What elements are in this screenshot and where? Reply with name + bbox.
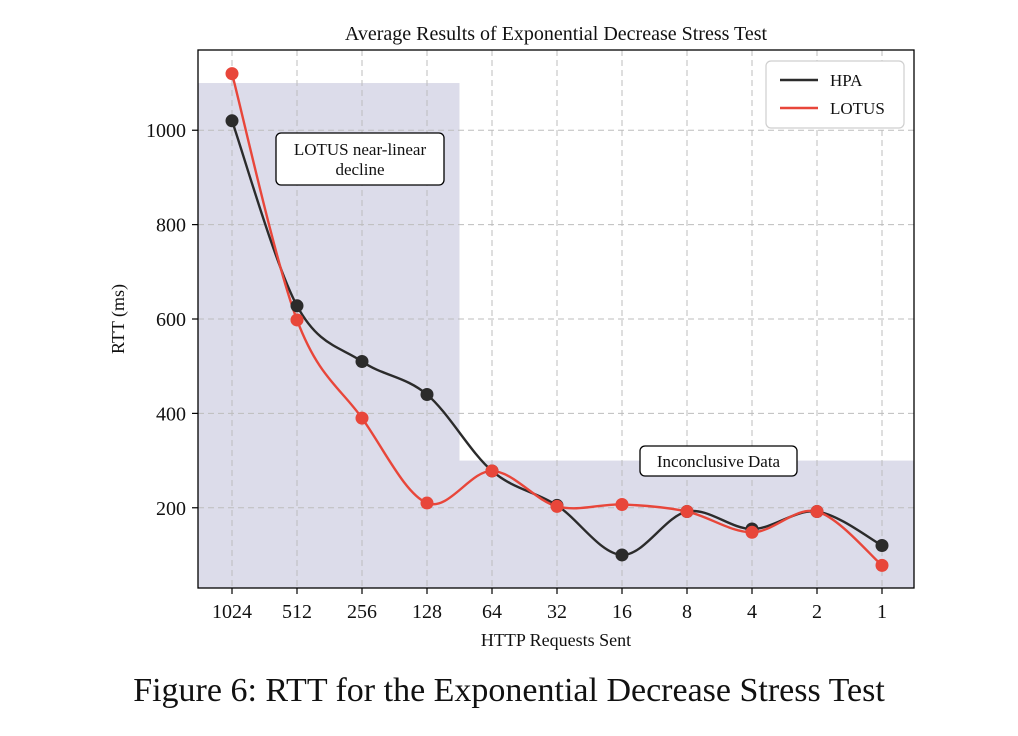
- axis-ticks: 1024 512 256 128 64 32 16 8 4 2 1 200 400 600 800 1000: [146, 120, 887, 623]
- annotation-label: decline: [335, 160, 384, 179]
- point-lotus: [355, 411, 369, 425]
- point-hpa: [355, 354, 369, 368]
- y-tick-label: 800: [156, 215, 186, 237]
- point-lotus: [875, 558, 889, 572]
- rtt-line-chart: 1024 512 256 128 64 32 16 8 4 2 12004006008001000 …: [108, 23, 915, 650]
- x-tick-label: 512: [282, 601, 312, 623]
- point-hpa: [615, 548, 629, 562]
- x-axis-label: HTTP Requests Sent: [481, 630, 631, 650]
- annotation-label: LOTUS near-linear: [294, 140, 427, 159]
- legend-label-lotus: LOTUS: [830, 99, 885, 118]
- x-tick-label: 128: [412, 601, 442, 623]
- annotation-label: Inconclusive Data: [657, 452, 781, 471]
- y-tick-label: 1000: [146, 120, 186, 142]
- x-tick-label: 32: [547, 601, 567, 623]
- point-lotus: [420, 496, 434, 510]
- x-tick-label: 64: [482, 601, 502, 623]
- point-lotus: [745, 525, 759, 539]
- figure-caption: Figure 6: RTT for the Exponential Decrea…: [133, 672, 885, 709]
- point-hpa: [420, 388, 434, 402]
- point-lotus: [680, 505, 694, 519]
- point-hpa: [875, 539, 889, 553]
- point-lotus: [810, 505, 824, 519]
- point-lotus: [615, 497, 629, 511]
- x-tick-label: 8: [682, 601, 692, 623]
- x-tick-label: 2: [812, 601, 822, 623]
- chart-title: Average Results of Exponential Decrease …: [345, 23, 768, 45]
- legend-label-hpa: HPA: [830, 71, 863, 90]
- legend: HPA LOTUS: [765, 60, 905, 129]
- x-tick-label: 256: [347, 601, 377, 623]
- annotation-box: [639, 445, 798, 477]
- y-axis-label: RTT (ms): [108, 284, 129, 354]
- y-tick-label: 200: [156, 498, 186, 520]
- x-tick-label: 1: [877, 601, 887, 623]
- point-lotus: [485, 464, 499, 478]
- legend-box: [765, 60, 905, 129]
- x-tick-label: 16: [612, 601, 632, 623]
- point-hpa: [290, 299, 304, 313]
- point-lotus: [550, 499, 564, 513]
- series-markers: [225, 67, 889, 572]
- point-lotus: [225, 67, 239, 81]
- point-lotus: [290, 313, 304, 327]
- x-tick-label: 1024: [212, 601, 252, 623]
- series-line-lotus: [230, 73, 883, 567]
- x-tick-label: 4: [747, 601, 757, 623]
- annotation-box: [275, 132, 445, 186]
- y-tick-label: 400: [156, 403, 186, 425]
- y-tick-label: 600: [156, 309, 186, 331]
- point-hpa: [225, 114, 239, 128]
